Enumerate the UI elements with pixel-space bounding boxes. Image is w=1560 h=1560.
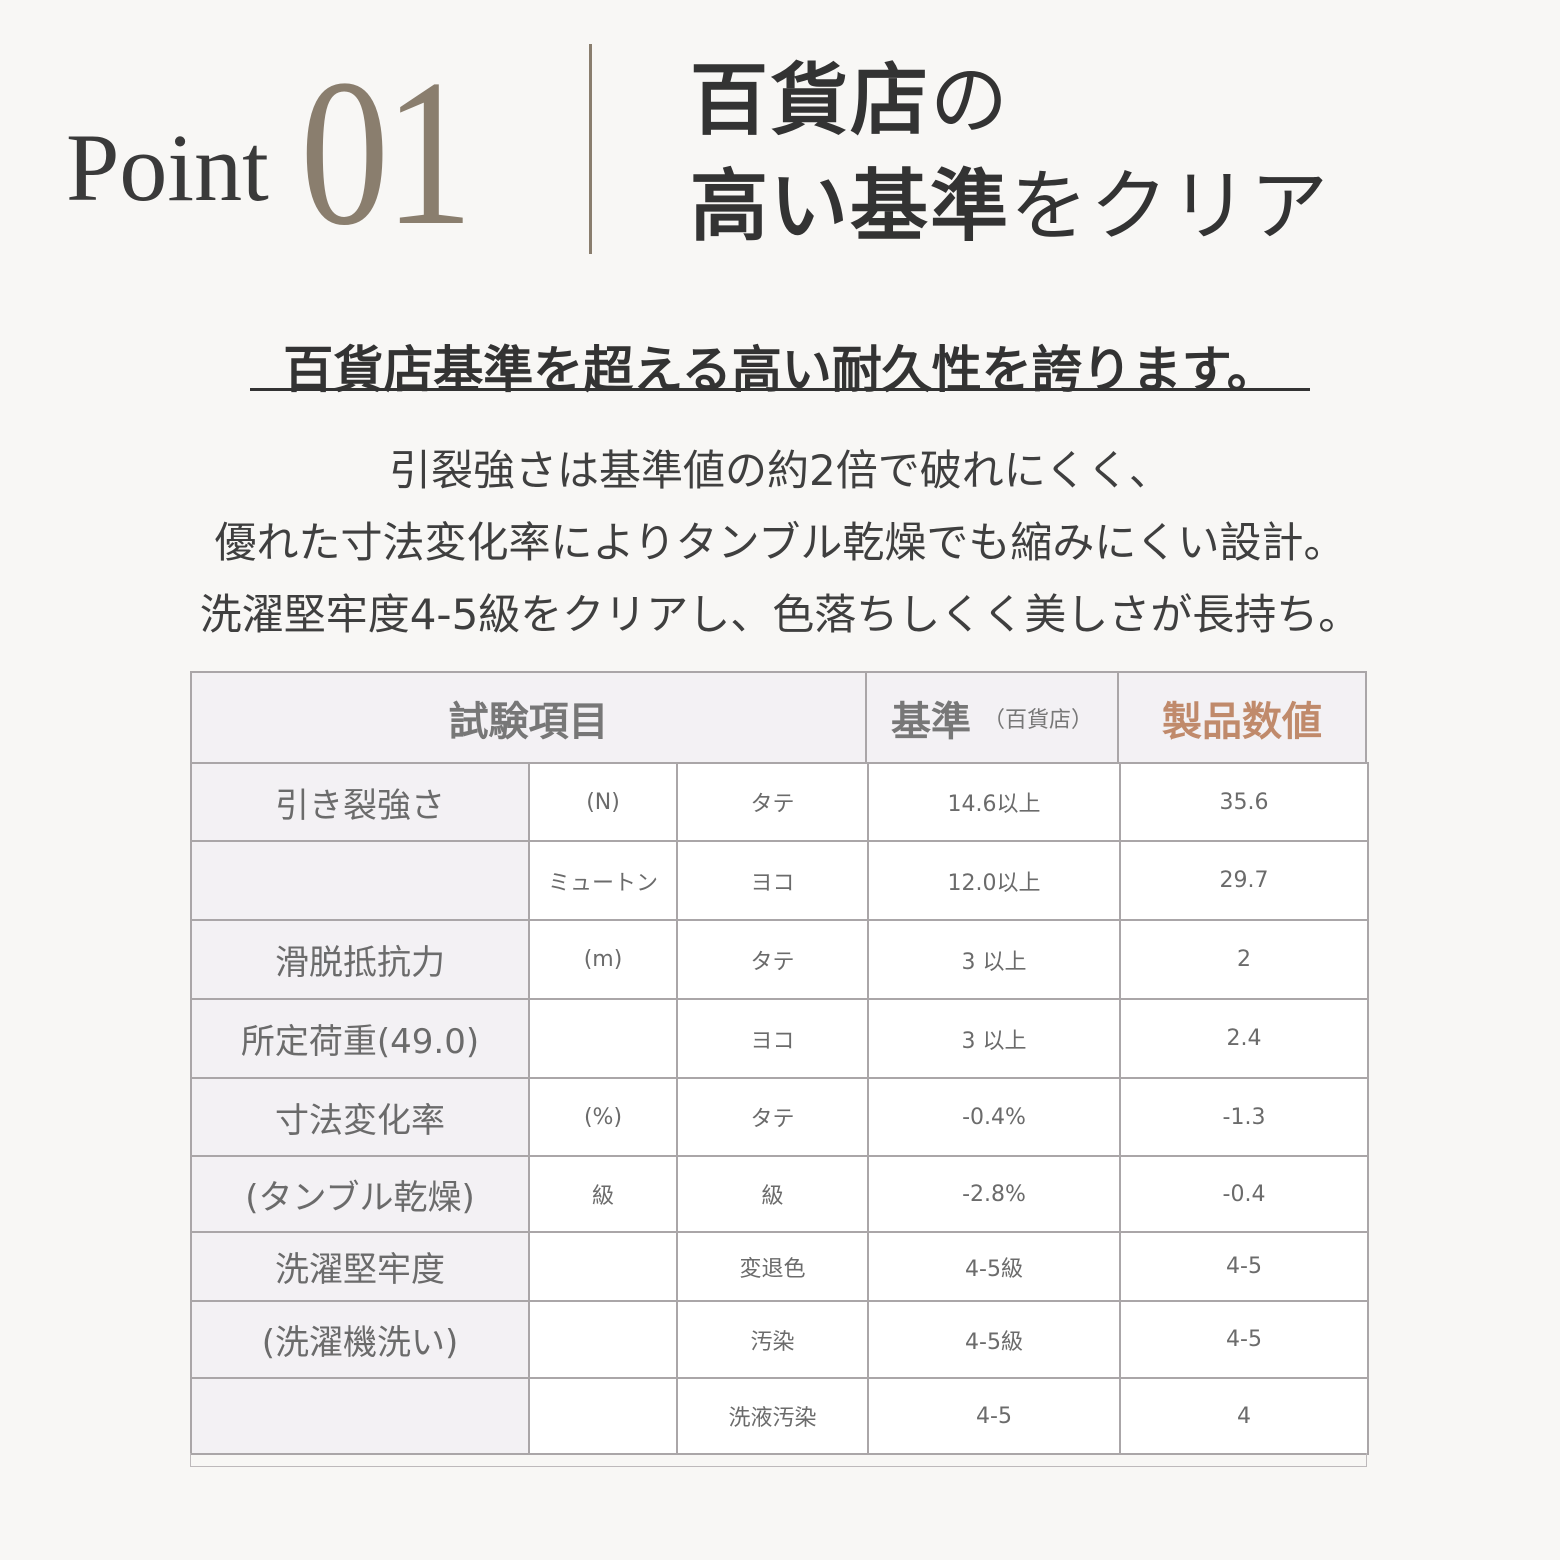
title-rest: をクリア [1010, 162, 1331, 252]
title-line-2: 高い基準をクリア [690, 168, 1330, 246]
unit-cell: (N) [528, 762, 678, 842]
standard-cell: 4-5級 [867, 1300, 1121, 1379]
product-cell: 4-5 [1119, 1300, 1369, 1379]
header-product: 製品数値 [1117, 671, 1367, 764]
standard-cell: -2.8% [867, 1155, 1121, 1233]
direction-cell: 変退色 [676, 1231, 869, 1302]
point-number: 01 [300, 37, 473, 269]
product-cell: 2.4 [1119, 998, 1369, 1079]
divider [589, 44, 592, 254]
item-cell: (洗濯機洗い) [190, 1300, 530, 1379]
item-cell: 滑脱抵抗力 [190, 919, 530, 1000]
unit-cell [528, 1377, 678, 1455]
item-cell: 所定荷重(49.0) [190, 998, 530, 1079]
table-bottom-line [190, 1453, 1367, 1467]
standard-cell: -0.4% [867, 1077, 1121, 1157]
standard-cell: 3 以上 [867, 998, 1121, 1079]
product-cell: 4-5 [1119, 1231, 1369, 1302]
direction-cell: タテ [676, 1077, 869, 1157]
unit-cell: (m) [528, 919, 678, 1000]
product-cell: 4 [1119, 1377, 1369, 1455]
item-cell: 洗濯堅牢度 [190, 1231, 530, 1302]
unit-cell: ミュートン [528, 840, 678, 921]
item-cell: 寸法変化率 [190, 1077, 530, 1157]
subtitle-underline [250, 388, 1310, 391]
title-line-1: 百貨店の [690, 62, 1010, 140]
standard-cell: 3 以上 [867, 919, 1121, 1000]
point-label: Point [66, 114, 269, 221]
direction-cell: タテ [676, 762, 869, 842]
unit-cell [528, 1231, 678, 1302]
direction-cell: 級 [676, 1155, 869, 1233]
product-cell: 2 [1119, 919, 1369, 1000]
title-bold: 高い基準 [690, 162, 1011, 252]
header-standard-label: 基準 [890, 698, 971, 745]
title-rest: の [930, 56, 1011, 146]
header-standard: 基準 （百貨店） [865, 671, 1119, 764]
standard-cell: 12.0以上 [867, 840, 1121, 921]
title-bold: 百貨店 [690, 56, 931, 146]
unit-cell [528, 1300, 678, 1379]
header-standard-note: （百貨店） [982, 707, 1093, 733]
subtitle: 百貨店基準を超える高い耐久性を誇ります。 [283, 341, 1277, 399]
direction-cell: タテ [676, 919, 869, 1000]
body-line: 優れた寸法変化率によりタンブル乾燥でも縮みにくい設計。 [214, 518, 1346, 567]
standard-cell: 14.6以上 [867, 762, 1121, 842]
unit-cell: 級 [528, 1155, 678, 1233]
direction-cell: ヨコ [676, 998, 869, 1079]
unit-cell: (%) [528, 1077, 678, 1157]
product-cell: -1.3 [1119, 1077, 1369, 1157]
direction-cell: ヨコ [676, 840, 869, 921]
unit-cell [528, 998, 678, 1079]
standard-cell: 4-5級 [867, 1231, 1121, 1302]
standard-cell: 4-5 [867, 1377, 1121, 1455]
product-cell: 35.6 [1119, 762, 1369, 842]
direction-cell: 汚染 [676, 1300, 869, 1379]
product-cell: -0.4 [1119, 1155, 1369, 1233]
item-cell [190, 840, 530, 921]
product-cell: 29.7 [1119, 840, 1369, 921]
direction-cell: 洗液汚染 [676, 1377, 869, 1455]
item-cell [190, 1377, 530, 1455]
body-line: 引裂強さは基準値の約2倍で破れにくく、 [389, 446, 1171, 495]
item-cell: (タンブル乾燥) [190, 1155, 530, 1233]
body-line: 洗濯堅牢度4-5級をクリアし、色落ちしくく美しさが長持ち。 [199, 590, 1361, 639]
item-cell: 引き裂強さ [190, 762, 530, 842]
header-item: 試験項目 [190, 671, 867, 764]
